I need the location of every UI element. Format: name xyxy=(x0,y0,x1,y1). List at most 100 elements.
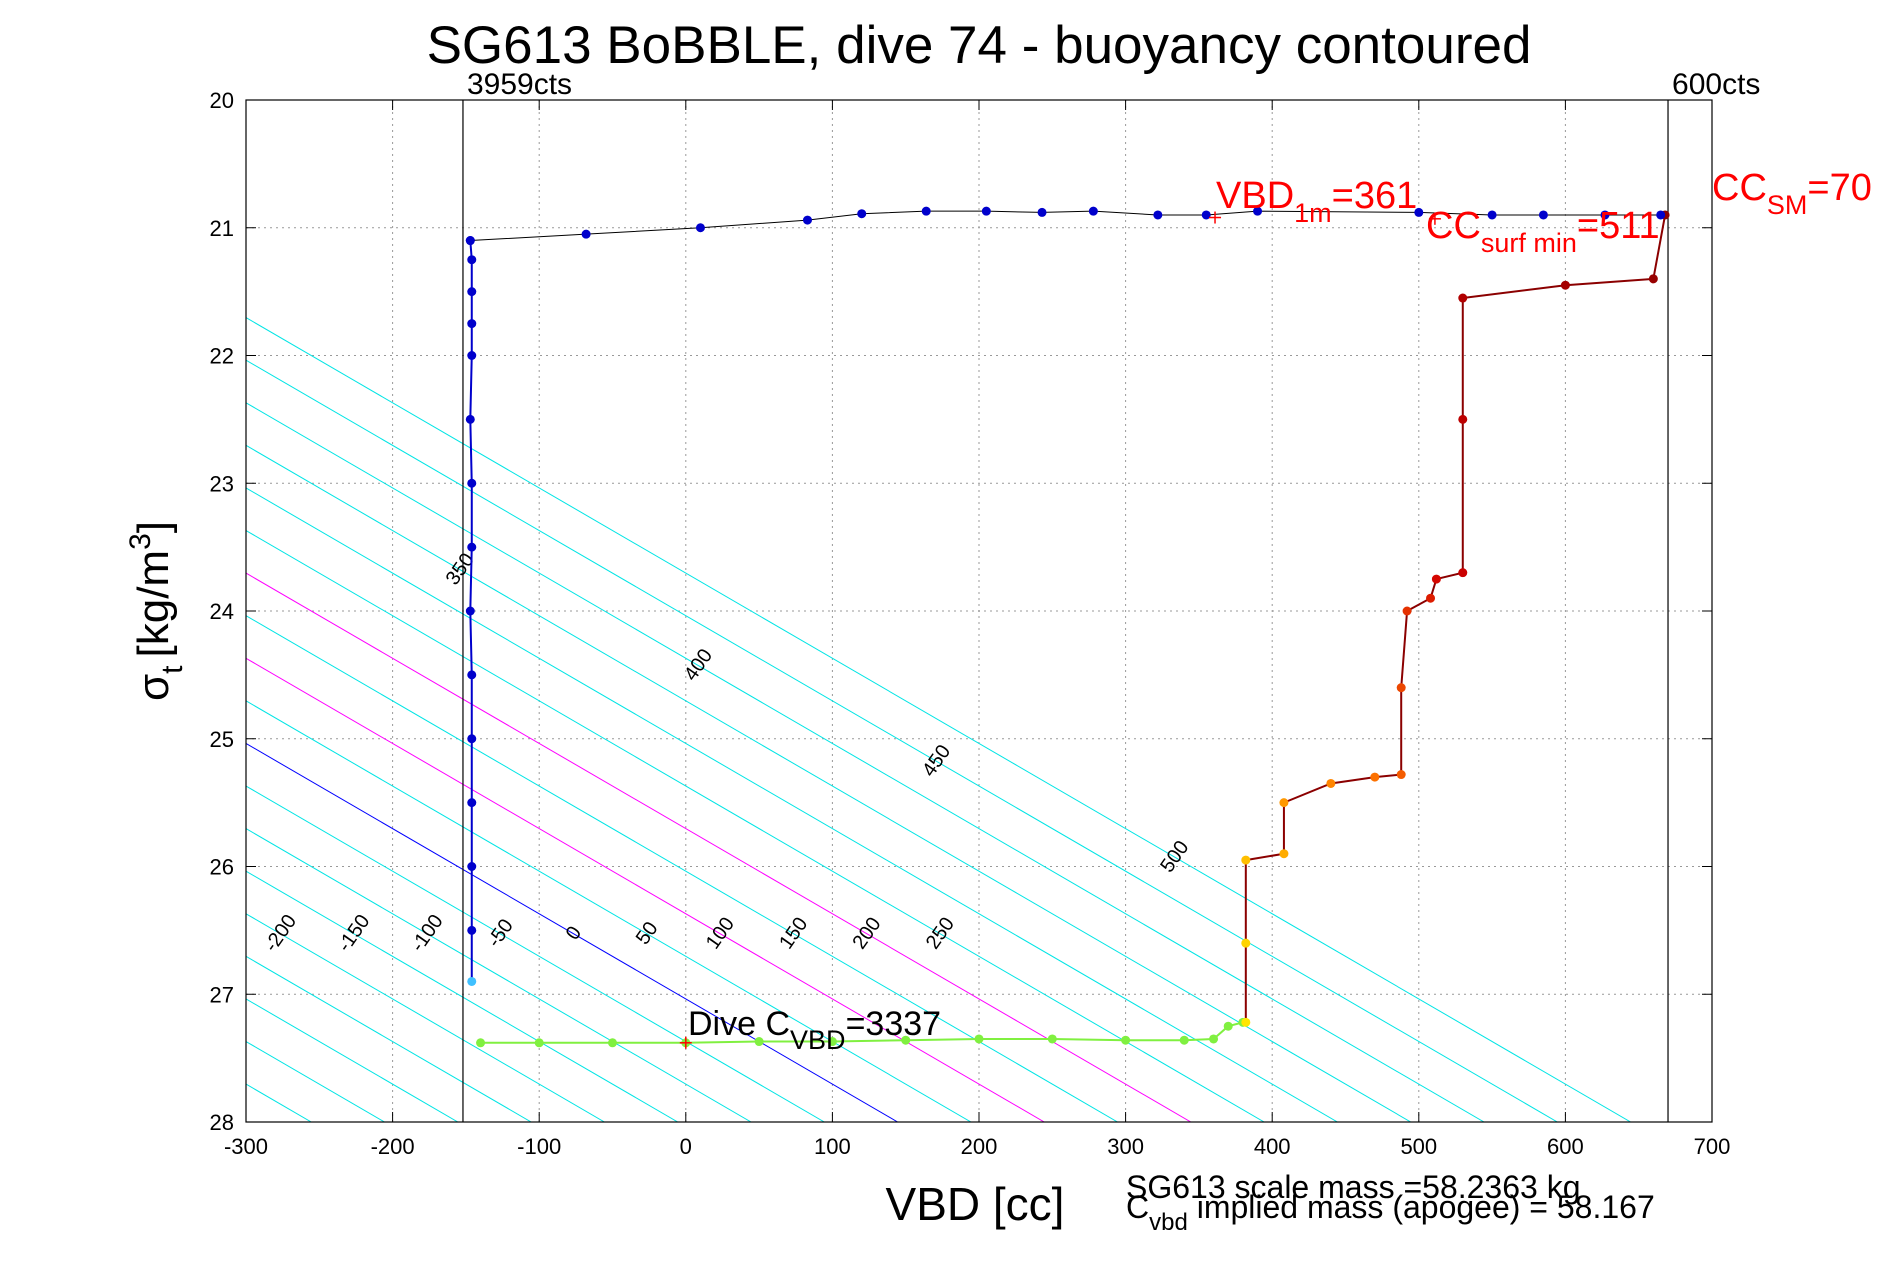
series-ascent-point xyxy=(1431,574,1441,584)
series-ascent-point xyxy=(1241,938,1251,948)
series-bottom-point xyxy=(901,1035,911,1045)
series-descent-point xyxy=(467,255,477,265)
series-surface-point xyxy=(802,215,812,225)
series-descent-point xyxy=(467,287,477,297)
series-ascent-point xyxy=(1241,1017,1251,1027)
contour-line xyxy=(246,402,1485,1122)
contour-line xyxy=(246,572,1192,1122)
series-descent-point xyxy=(467,319,477,329)
x-tick-label: 500 xyxy=(1400,1134,1437,1159)
contour-line xyxy=(246,615,1118,1122)
contour-line xyxy=(246,487,1338,1122)
series-descent-point xyxy=(467,670,477,680)
series-ascent-point xyxy=(1241,855,1251,865)
x-tick-label: -200 xyxy=(371,1134,415,1159)
series-ascent-point xyxy=(1370,772,1380,782)
series-ascent-point xyxy=(1396,683,1406,693)
series-ascent-point xyxy=(1458,568,1468,578)
series-bottom-point xyxy=(1121,1035,1131,1045)
x-tick-label: -100 xyxy=(517,1134,561,1159)
buoyancy-contours xyxy=(0,100,1631,1122)
x-tick-label: 0 xyxy=(680,1134,692,1159)
contour-line xyxy=(246,870,678,1122)
y-tick-label: 23 xyxy=(210,471,234,496)
series-descent-point xyxy=(467,862,477,871)
vbd-limit-label: 3959cts xyxy=(467,68,572,101)
series-bottom-point xyxy=(476,1038,486,1048)
series-ascent-point xyxy=(1279,849,1289,859)
series-ascent-point xyxy=(1648,274,1658,284)
series-surface-point xyxy=(1253,206,1263,216)
series-surface-point xyxy=(1088,206,1098,216)
vbd-limit-lines: 3959cts 600cts xyxy=(462,68,1760,1122)
y-tick-label: 20 xyxy=(210,88,234,113)
series-ascent-point xyxy=(1560,280,1570,290)
series-bottom-point xyxy=(974,1034,984,1044)
series-surface-point xyxy=(981,206,991,216)
y-tick-label: 28 xyxy=(210,1110,234,1135)
series-surface-point xyxy=(465,236,475,246)
series-surface-point xyxy=(1153,210,1163,220)
x-tick-label: 600 xyxy=(1547,1134,1584,1159)
series-surface-point xyxy=(695,223,705,233)
series-descent-point xyxy=(467,542,477,552)
contour-line xyxy=(246,359,1558,1122)
series-ascent-point xyxy=(1426,593,1436,603)
series-surface-point xyxy=(1656,210,1666,220)
series-bottom-point xyxy=(534,1038,544,1048)
series-descent-point xyxy=(467,798,477,808)
vbd-limit-label: 600cts xyxy=(1672,68,1760,101)
contour-line xyxy=(246,657,1045,1122)
x-axis-label: VBD [cc] xyxy=(886,1178,1065,1230)
implied-mass-annotation: Cvbd implied mass (apogee) = 58.167 xyxy=(1126,1189,1655,1236)
series-bottom-point xyxy=(608,1038,617,1048)
dive-c-vbd-annotation: Dive CVBD=3337 xyxy=(688,1005,941,1055)
contour-line xyxy=(246,529,1265,1122)
y-tick-label: 26 xyxy=(210,855,234,880)
series-descent-point xyxy=(467,734,477,744)
contour-line xyxy=(246,913,605,1122)
x-tick-label: 100 xyxy=(814,1134,851,1159)
x-tick-label: 300 xyxy=(1107,1134,1144,1159)
contour-line xyxy=(246,444,1411,1122)
series-descent-point xyxy=(467,976,477,986)
vbd-1m-annotation: VBD1m=361 xyxy=(1216,175,1417,228)
contour-line xyxy=(246,317,1631,1122)
y-tick-label: 24 xyxy=(210,599,234,624)
axis-ticks: -300 -200 -100 0 100 200 300 400 500 600 700 20 21 22… xyxy=(210,88,1731,1159)
series-ascent-point xyxy=(1279,798,1289,808)
series-surface-point xyxy=(1600,210,1610,220)
series-surface-point xyxy=(1414,207,1424,217)
series-surface-point xyxy=(1201,210,1211,220)
contour-line xyxy=(246,785,825,1122)
series-descent-point xyxy=(467,478,477,488)
series-descent-point xyxy=(465,606,475,616)
scale-mass-annotation: SG613 scale mass =58.2363 kg xyxy=(1126,1169,1581,1205)
series-ascent-point xyxy=(1458,293,1468,303)
series-ascent-point xyxy=(1396,770,1406,780)
series-ascent-point xyxy=(1402,606,1412,616)
chart-title: SG613 BoBBLE, dive 74 - buoyancy contour… xyxy=(427,16,1532,75)
cc-surf-min-annotation: CCsurf min=511 xyxy=(1426,205,1660,258)
x-tick-label: 700 xyxy=(1694,1134,1731,1159)
series-descent-point xyxy=(465,414,475,424)
x-tick-label: 400 xyxy=(1254,1134,1291,1159)
series-surface-point xyxy=(921,206,931,216)
y-tick-label: 27 xyxy=(210,982,234,1007)
y-tick-label: 22 xyxy=(210,344,234,369)
series-surface-point xyxy=(581,229,591,239)
series-descent-point xyxy=(467,925,477,935)
series-descent-point xyxy=(467,351,477,360)
series-surface-point xyxy=(1037,207,1047,217)
y-tick-label: 25 xyxy=(210,727,234,752)
series-bottom-point xyxy=(754,1037,764,1047)
series-bottom-point xyxy=(827,1037,837,1047)
contour-line xyxy=(0,100,238,1122)
series-ascent-point xyxy=(1458,414,1468,424)
series-surface-point xyxy=(1487,210,1497,220)
x-tick-label: 200 xyxy=(961,1134,998,1159)
series-bottom-point xyxy=(1047,1034,1057,1044)
series-bottom-point xyxy=(1209,1034,1219,1044)
series-surface-point xyxy=(1538,210,1548,220)
